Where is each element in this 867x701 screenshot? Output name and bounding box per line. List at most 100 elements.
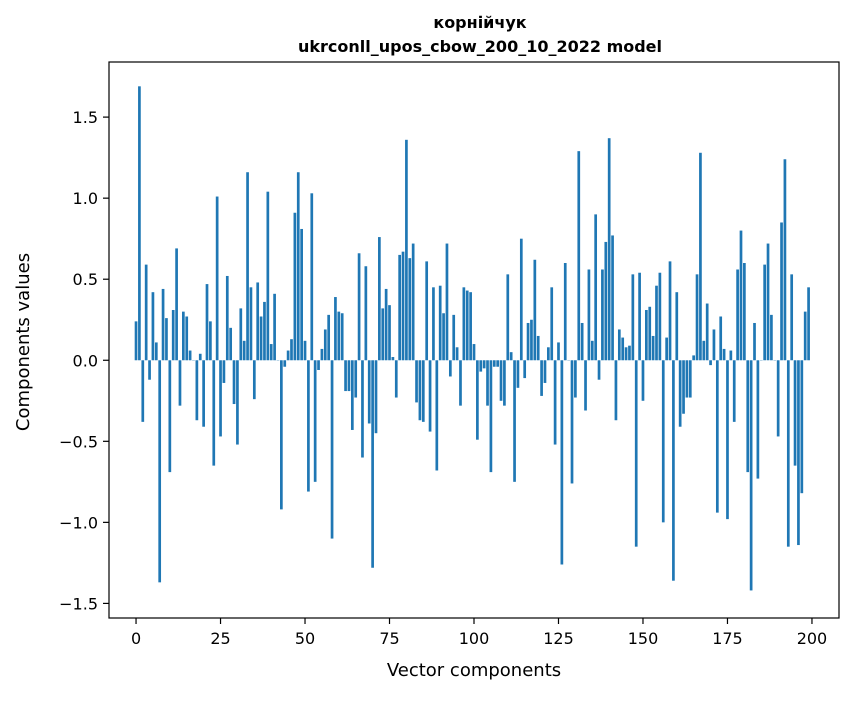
bar-12 (175, 248, 178, 360)
bar-174 (723, 349, 726, 360)
bar-141 (611, 235, 614, 360)
bar-32 (243, 341, 246, 360)
bar-59 (334, 297, 337, 360)
bar-24 (216, 197, 219, 361)
x-tick-label: 150 (628, 629, 659, 648)
bar-166 (696, 274, 699, 360)
bar-53 (314, 360, 317, 482)
bar-74 (385, 289, 388, 360)
bar-56 (324, 329, 327, 360)
bar-150 (642, 360, 645, 401)
y-tick-label: −1.0 (59, 513, 98, 532)
bar-126 (561, 360, 564, 564)
bar-194 (790, 274, 793, 360)
bar-159 (672, 360, 675, 580)
bar-8 (162, 289, 165, 360)
bar-162 (682, 360, 685, 413)
bar-160 (675, 292, 678, 360)
bar-154 (655, 286, 658, 361)
bar-84 (419, 360, 422, 420)
bar-19 (199, 354, 202, 360)
bar-173 (719, 317, 722, 361)
bar-22 (209, 321, 212, 360)
bar-14 (182, 312, 185, 361)
bar-195 (794, 360, 797, 465)
bar-133 (584, 360, 587, 410)
bar-72 (378, 237, 381, 360)
bar-198 (804, 312, 807, 361)
bar-191 (780, 222, 783, 360)
bar-163 (686, 360, 689, 397)
y-axis-label: Components values (13, 253, 34, 431)
bar-49 (300, 229, 303, 360)
bar-112 (513, 360, 516, 482)
bar-183 (753, 323, 756, 360)
chart-subtitle: ukrconll_upos_cbow_200_10_2022 model (298, 37, 662, 56)
bar-6 (155, 342, 158, 360)
bar-1 (138, 86, 141, 360)
bar-36 (256, 282, 259, 360)
bar-110 (506, 274, 509, 360)
bar-109 (503, 360, 506, 405)
bar-142 (615, 360, 618, 420)
bar-116 (527, 323, 530, 360)
bar-167 (699, 153, 702, 360)
bar-3 (145, 265, 148, 361)
bar-179 (740, 231, 743, 361)
bar-149 (638, 273, 641, 361)
bar-161 (679, 360, 682, 426)
bar-186 (763, 265, 766, 361)
bar-82 (412, 244, 415, 361)
bar-60 (337, 312, 340, 361)
bar-148 (635, 360, 638, 546)
bar-113 (517, 360, 520, 388)
bar-145 (625, 347, 628, 360)
bar-45 (287, 351, 290, 361)
bar-2 (141, 360, 144, 422)
bar-140 (608, 138, 611, 360)
bar-31 (239, 308, 242, 360)
bar-62 (344, 360, 347, 391)
bar-146 (628, 346, 631, 361)
bar-91 (442, 313, 445, 360)
bar-20 (202, 360, 205, 426)
bar-10 (168, 360, 171, 472)
bar-131 (577, 151, 580, 360)
y-tick-label: 0.5 (73, 270, 98, 289)
bar-29 (233, 360, 236, 404)
bar-35 (253, 360, 256, 399)
bar-175 (726, 360, 729, 519)
bar-85 (422, 360, 425, 422)
bar-93 (449, 360, 452, 376)
bar-86 (425, 261, 428, 360)
chart-title: корнійчук (433, 13, 526, 32)
bar-169 (706, 304, 709, 361)
bar-151 (645, 310, 648, 360)
bar-64 (351, 360, 354, 430)
x-tick-label: 25 (210, 629, 230, 648)
bar-117 (530, 320, 533, 361)
bar-177 (733, 360, 736, 422)
bar-47 (294, 213, 297, 361)
bar-63 (348, 360, 351, 391)
bar-27 (226, 276, 229, 360)
bar-83 (415, 360, 418, 402)
bar-180 (743, 263, 746, 360)
bar-143 (618, 329, 621, 360)
bar-97 (463, 287, 466, 360)
bar-157 (665, 338, 668, 361)
bar-188 (770, 315, 773, 360)
bar-165 (692, 355, 695, 360)
bar-21 (206, 284, 209, 360)
bar-192 (784, 159, 787, 360)
bar-178 (736, 269, 739, 360)
bar-152 (648, 307, 651, 360)
bar-34 (250, 287, 253, 360)
bar-121 (544, 360, 547, 383)
bar-23 (212, 360, 215, 465)
bar-54 (317, 360, 320, 370)
bar-5 (152, 292, 155, 360)
bar-16 (189, 351, 192, 361)
bar-65 (354, 360, 357, 397)
bar-69 (368, 360, 371, 423)
